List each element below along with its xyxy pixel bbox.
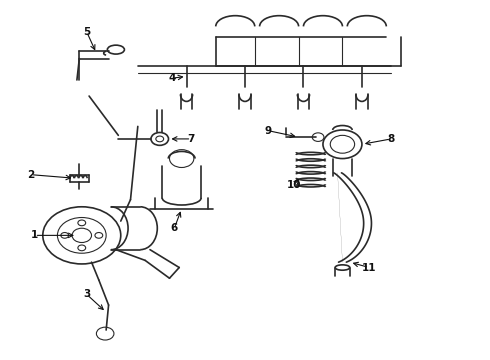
Text: 2: 2 bbox=[27, 170, 34, 180]
Text: 11: 11 bbox=[362, 262, 376, 273]
Text: 7: 7 bbox=[188, 134, 195, 144]
Text: 6: 6 bbox=[171, 223, 178, 233]
Text: 8: 8 bbox=[388, 134, 395, 144]
Text: 9: 9 bbox=[265, 126, 272, 136]
Text: 5: 5 bbox=[83, 27, 90, 37]
Text: 10: 10 bbox=[287, 180, 301, 190]
Ellipse shape bbox=[335, 265, 350, 270]
Text: 3: 3 bbox=[83, 289, 90, 299]
Text: 4: 4 bbox=[168, 73, 175, 83]
Text: 1: 1 bbox=[31, 230, 38, 240]
